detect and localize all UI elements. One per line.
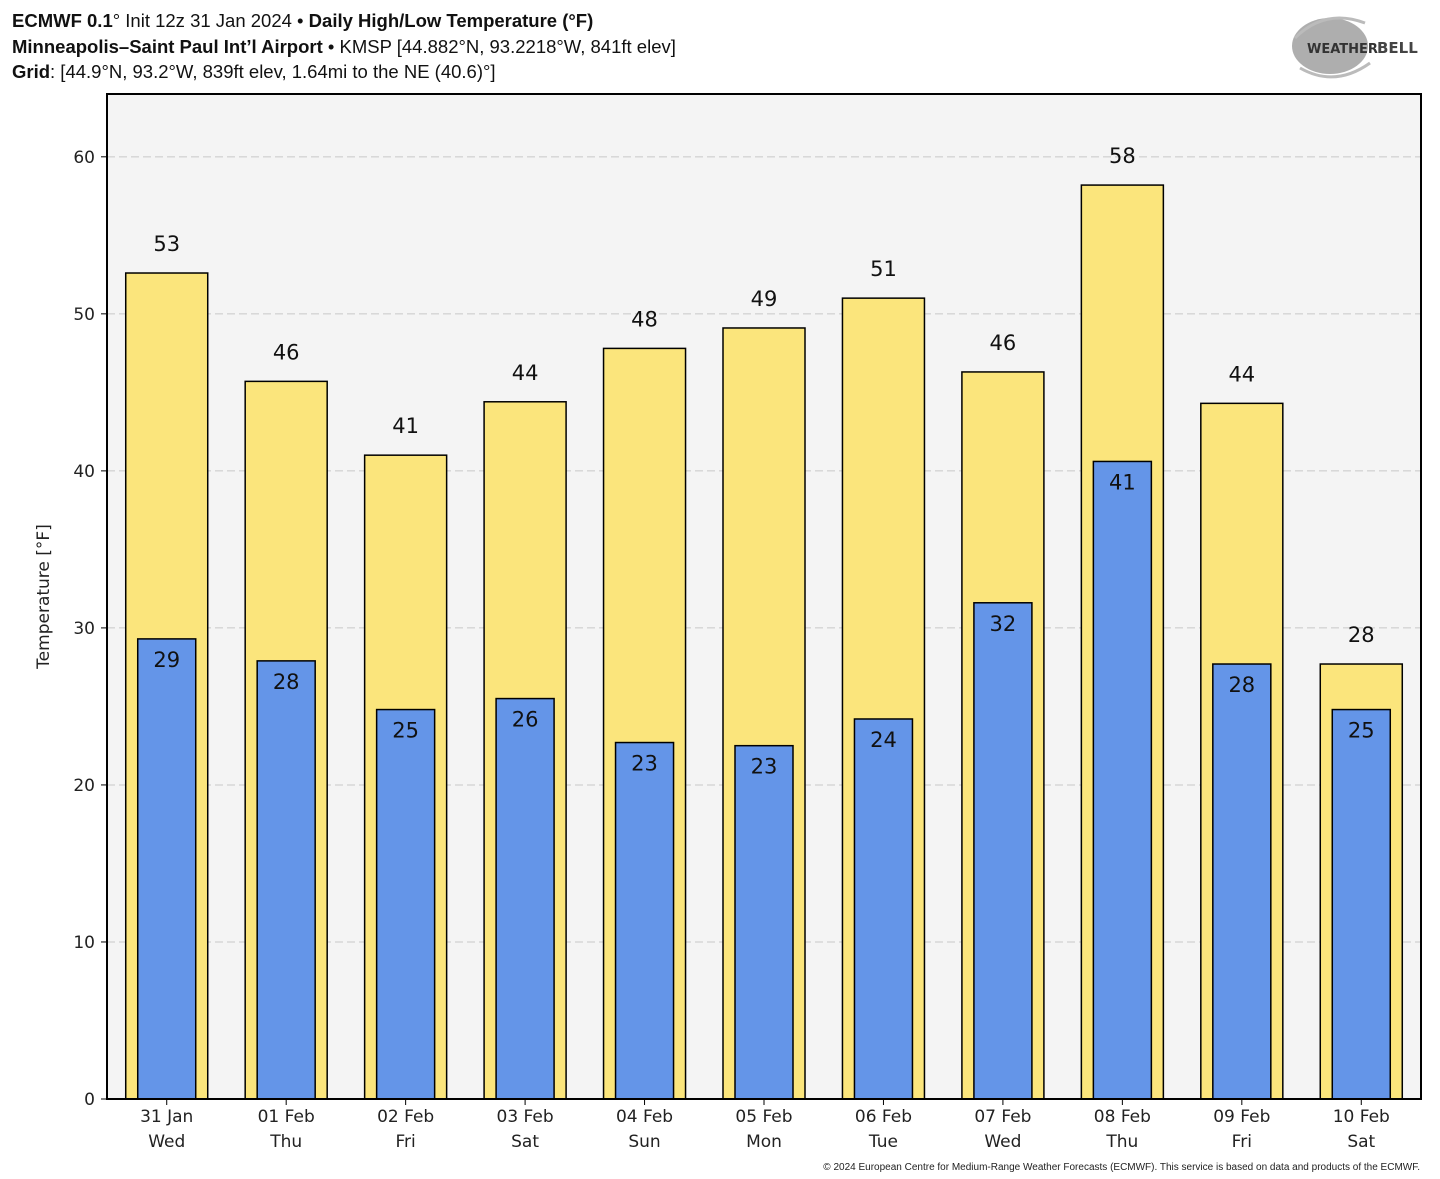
x-tick-weekday: Mon	[746, 1132, 782, 1152]
x-tick-date: 09 Feb	[1213, 1107, 1270, 1127]
degree-sign: °	[112, 10, 121, 31]
chart-title: Daily High/Low Temperature (°F)	[308, 10, 594, 31]
low-value-label: 28	[273, 670, 300, 694]
y-tick-label: 40	[73, 462, 95, 482]
low-bar	[375, 708, 436, 1100]
low-value-label: 24	[870, 728, 897, 752]
low-bar	[1331, 708, 1392, 1100]
x-tick-weekday: Sat	[1347, 1132, 1375, 1152]
x-tick-date: 31 Jan	[140, 1107, 193, 1127]
svg-text:BELL: BELL	[1377, 39, 1418, 57]
title-line-2: Minneapolis–Saint Paul Int’l Airport • K…	[12, 36, 676, 58]
high-value-label: 44	[512, 361, 539, 385]
high-value-label: 48	[631, 307, 658, 331]
y-tick-label: 30	[73, 619, 95, 639]
x-tick-date: 06 Feb	[855, 1107, 912, 1127]
x-tick-weekday: Tue	[868, 1132, 898, 1152]
model-name: ECMWF 0.1	[12, 10, 113, 31]
x-tick-weekday: Sun	[628, 1132, 660, 1152]
y-tick-label: 0	[84, 1090, 95, 1110]
low-value-label: 29	[153, 648, 180, 672]
low-value-label: 28	[1228, 673, 1255, 697]
x-tick-date: 02 Feb	[377, 1107, 434, 1127]
x-tick-weekday: Fri	[396, 1132, 416, 1152]
x-tick-date: 10 Feb	[1333, 1107, 1390, 1127]
y-tick-label: 60	[73, 148, 95, 168]
high-value-label: 41	[392, 414, 419, 438]
x-tick-date: 05 Feb	[735, 1107, 792, 1127]
y-tick-label: 10	[73, 933, 95, 953]
low-bar	[1092, 460, 1153, 1100]
low-value-label: 23	[631, 752, 658, 776]
x-tick-date: 04 Feb	[616, 1107, 673, 1127]
low-bar	[256, 660, 316, 1100]
high-value-label: 53	[153, 232, 180, 256]
x-tick-weekday: Thu	[269, 1132, 302, 1152]
station-info: • KMSP [44.882°N, 93.2218°W, 841ft elev]	[322, 36, 676, 57]
y-tick-label: 20	[73, 776, 95, 796]
x-tick-date: 03 Feb	[497, 1107, 554, 1127]
x-tick-weekday: Wed	[148, 1132, 185, 1152]
low-value-label: 23	[751, 755, 778, 779]
low-bar	[734, 744, 794, 1100]
x-tick-date: 07 Feb	[974, 1107, 1031, 1127]
grid-info: : [44.9°N, 93.2°W, 839ft elev, 1.64mi to…	[50, 61, 496, 82]
plot-frame	[106, 93, 1422, 1100]
low-value-label: 25	[392, 719, 419, 743]
low-bar	[853, 718, 914, 1100]
high-value-label: 28	[1348, 623, 1375, 647]
high-value-label: 46	[990, 331, 1017, 355]
high-value-label: 58	[1109, 144, 1136, 168]
title-line-1: ECMWF 0.1° Init 12z 31 Jan 2024 • Daily …	[12, 10, 593, 32]
low-bar	[495, 697, 555, 1100]
low-value-label: 32	[990, 612, 1017, 636]
low-value-label: 26	[512, 708, 539, 732]
x-tick-weekday: Thu	[1105, 1132, 1138, 1152]
low-bar	[614, 741, 675, 1100]
x-tick-weekday: Sat	[511, 1132, 539, 1152]
x-tick-weekday: Fri	[1232, 1132, 1252, 1152]
low-bar	[1212, 663, 1272, 1100]
high-value-label: 46	[273, 340, 300, 364]
init-time: Init 12z 31 Jan 2024 •	[120, 10, 309, 31]
low-value-label: 41	[1109, 470, 1136, 494]
x-tick-date: 01 Feb	[258, 1107, 315, 1127]
high-value-label: 49	[751, 287, 778, 311]
low-bar	[973, 602, 1033, 1100]
y-axis-label: Temperature [°F]	[34, 524, 54, 670]
title-line-3: Grid: [44.9°N, 93.2°W, 839ft elev, 1.64m…	[12, 61, 496, 83]
grid-label: Grid	[12, 61, 51, 82]
low-value-label: 25	[1348, 719, 1375, 743]
high-value-label: 44	[1228, 362, 1255, 386]
svg-text:WEATHER: WEATHER	[1307, 42, 1378, 57]
x-tick-date: 08 Feb	[1094, 1107, 1151, 1127]
station-name: Minneapolis–Saint Paul Int’l Airport	[12, 36, 323, 57]
copyright-footer: © 2024 European Centre for Medium-Range …	[823, 1162, 1420, 1173]
weatherbell-logo: WEATHER BELL	[1292, 16, 1418, 79]
x-tick-weekday: Wed	[984, 1132, 1021, 1152]
low-bar	[136, 638, 197, 1100]
y-tick-label: 50	[73, 305, 95, 325]
high-value-label: 51	[870, 257, 897, 281]
